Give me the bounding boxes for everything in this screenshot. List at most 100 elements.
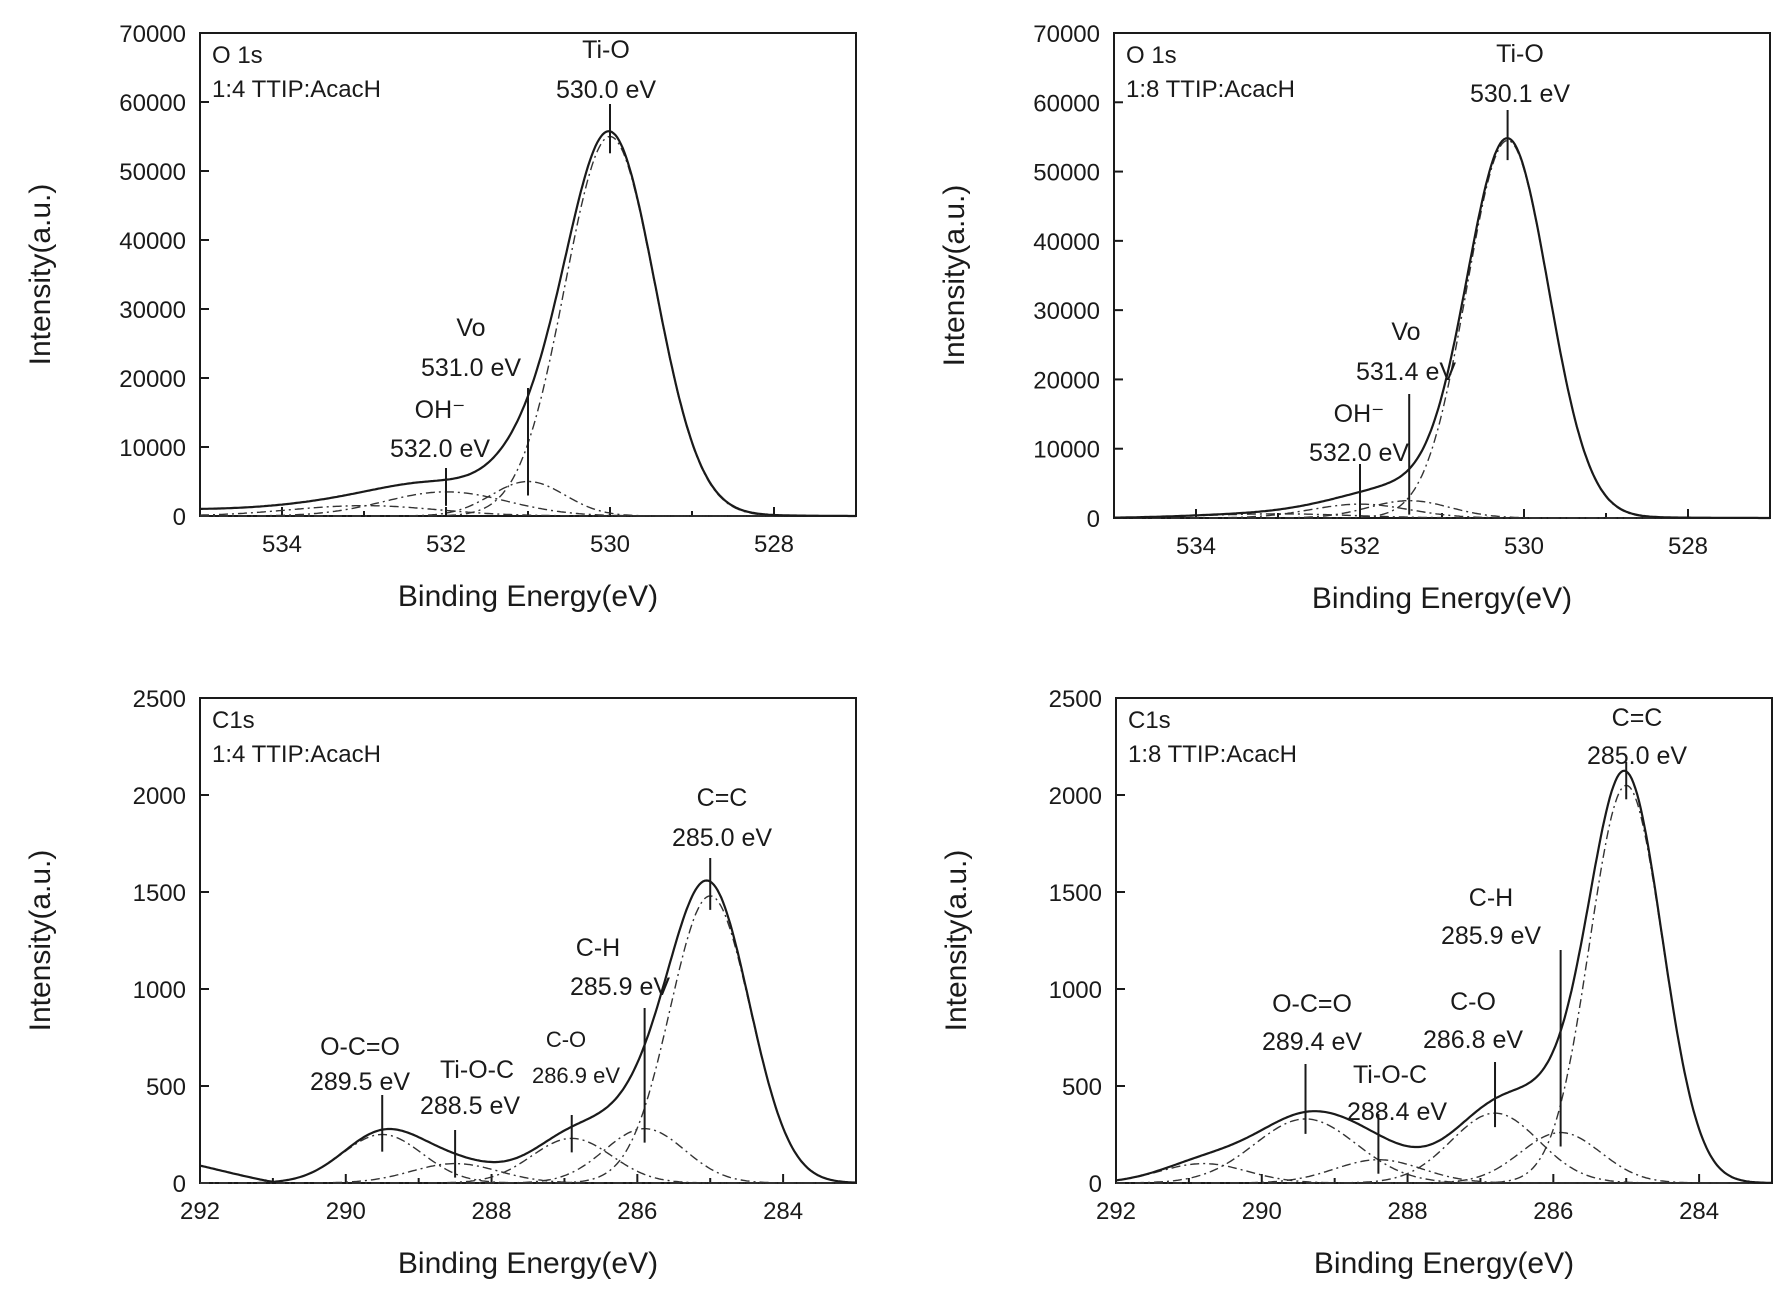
peak-name-label: Ti-O-C xyxy=(1353,1061,1427,1089)
peak-energy-label: 289.5 eV xyxy=(310,1068,410,1096)
component-curve-3 xyxy=(1116,1159,1772,1184)
x-tick-label: 284 xyxy=(763,1198,803,1225)
peak-energy-label: 530.1 eV xyxy=(1470,80,1570,108)
y-tick-label: 20000 xyxy=(119,366,186,393)
x-tick-label: 292 xyxy=(1096,1198,1136,1225)
x-tick-label: 288 xyxy=(1388,1198,1428,1225)
peak-energy-label: 285.9 eV xyxy=(1441,922,1541,950)
y-tick-label: 1500 xyxy=(1049,880,1102,907)
y-tick-label: 10000 xyxy=(1033,437,1100,464)
x-tick-label: 286 xyxy=(1533,1198,1573,1225)
y-axis-label: Intensity(a.u.) xyxy=(24,184,57,366)
peak-energy-label: 285.9 eV xyxy=(570,973,670,1001)
panel-subtitle: 1:4 TTIP:AcacH xyxy=(212,76,381,103)
y-tick-label: 20000 xyxy=(1033,367,1100,394)
component-curve-2 xyxy=(1114,503,1770,519)
panel-2: 534 532 530 528 0 10000 20000 30000 40000 50000 60… xyxy=(938,21,1771,615)
panel-subtitle: 1:4 TTIP:AcacH xyxy=(212,741,381,768)
peak-energy-label: 288.4 eV xyxy=(1347,1098,1447,1126)
extra-component-curve xyxy=(1115,1162,1772,1184)
y-tick-label: 0 xyxy=(1087,506,1100,533)
y-axis-label: Intensity(a.u.) xyxy=(938,185,971,367)
peak-energy-label: 285.0 eV xyxy=(1587,742,1687,770)
y-tick-label: 30000 xyxy=(1033,298,1100,325)
y-tick-label: 50000 xyxy=(1033,160,1100,187)
x-tick-label: 286 xyxy=(617,1198,657,1225)
panel-title: C1s xyxy=(1128,707,1171,734)
y-axis-label: Intensity(a.u.) xyxy=(24,850,57,1032)
plot-frame xyxy=(199,697,857,1184)
panel-1: 534 532 530 528 0 10000 20000 30000 40000 50000 60… xyxy=(24,21,857,613)
peak-name-label: C-H xyxy=(1469,884,1513,912)
y-tick-label: 1500 xyxy=(133,880,186,907)
peak-energy-label: 288.5 eV xyxy=(420,1092,520,1120)
x-tick-label: 532 xyxy=(1340,533,1380,560)
peak-name-label: C-H xyxy=(576,934,620,962)
panel-title: C1s xyxy=(212,707,255,734)
x-axis-label: Binding Energy(eV) xyxy=(1314,1247,1574,1280)
y-tick-label: 50000 xyxy=(119,159,186,186)
x-tick-label: 530 xyxy=(590,531,630,558)
peak-name-label: Ti-O xyxy=(582,36,630,64)
x-tick-label: 530 xyxy=(1504,533,1544,560)
plot-frame xyxy=(1113,32,1771,519)
y-tick-label: 60000 xyxy=(1033,90,1100,117)
peak-energy-label: 289.4 eV xyxy=(1262,1028,1362,1056)
envelope-curve xyxy=(1114,136,1770,520)
y-tick-label: 0 xyxy=(173,1171,186,1198)
y-tick-label: 60000 xyxy=(119,90,186,117)
y-tick-label: 500 xyxy=(1062,1074,1102,1101)
peak-energy-label: 530.0 eV xyxy=(556,76,656,104)
panel-4: 292 290 288 286 284 0 500 1000 1500 2000 2500 Bindi… xyxy=(940,686,1773,1280)
envelope-curve xyxy=(1115,769,1773,1184)
y-tick-label: 1000 xyxy=(133,977,186,1004)
peak-energy-label: 532.0 eV xyxy=(1309,439,1409,467)
y-axis-label: Intensity(a.u.) xyxy=(940,850,973,1032)
x-tick-label: 528 xyxy=(754,531,794,558)
envelope-curve xyxy=(199,879,857,1184)
peak-name-label: Ti-O xyxy=(1496,40,1544,68)
y-tick-label: 500 xyxy=(146,1074,186,1101)
y-tick-label: 1000 xyxy=(1049,977,1102,1004)
peak-energy-label: 532.0 eV xyxy=(390,435,490,463)
panel-3: 292 290 288 286 284 0 500 1000 1500 2000 2500 Bindi… xyxy=(24,686,857,1280)
component-curve-0 xyxy=(1114,139,1770,519)
component-curve-4 xyxy=(200,1133,856,1184)
peak-name-label: OH⁻ xyxy=(1334,400,1385,428)
peak-name-label: C-O xyxy=(546,1027,586,1052)
peak-name-label: Vo xyxy=(1391,318,1420,346)
y-tick-label: 70000 xyxy=(119,21,186,48)
component-curve-1 xyxy=(200,1128,856,1184)
y-tick-label: 40000 xyxy=(119,228,186,255)
component-curve-2 xyxy=(200,1137,856,1184)
component-curve-2 xyxy=(200,491,856,517)
extra-component-curve xyxy=(200,504,856,517)
peak-energy-label: 286.9 eV xyxy=(532,1063,620,1088)
y-tick-label: 40000 xyxy=(1033,229,1100,256)
peak-name-label: O-C=O xyxy=(320,1033,400,1061)
x-tick-label: 288 xyxy=(472,1198,512,1225)
y-tick-label: 0 xyxy=(1089,1171,1102,1198)
x-tick-label: 534 xyxy=(262,531,302,558)
x-axis-label: Binding Energy(eV) xyxy=(1312,582,1572,615)
x-tick-label: 292 xyxy=(180,1198,220,1225)
peak-name-label: C=C xyxy=(1612,704,1663,732)
y-tick-label: 70000 xyxy=(1033,21,1100,48)
x-axis-label: Binding Energy(eV) xyxy=(398,1247,658,1280)
x-tick-label: 528 xyxy=(1668,533,1708,560)
peak-energy-label: 531.4 eV xyxy=(1356,358,1456,386)
component-curve-3 xyxy=(200,1162,856,1184)
peak-energy-label: 286.8 eV xyxy=(1423,1026,1523,1054)
x-tick-label: 290 xyxy=(1242,1198,1282,1225)
peak-name-label: Ti-O-C xyxy=(440,1056,514,1084)
x-axis-label: Binding Energy(eV) xyxy=(398,580,658,613)
peak-name-label: C-O xyxy=(1450,988,1496,1016)
panel-title: O 1s xyxy=(212,42,263,69)
x-tick-label: 290 xyxy=(326,1198,366,1225)
peak-name-label: O-C=O xyxy=(1272,990,1352,1018)
y-tick-label: 2000 xyxy=(133,783,186,810)
peak-name-label: Vo xyxy=(456,314,485,342)
y-tick-label: 10000 xyxy=(119,435,186,462)
x-tick-label: 284 xyxy=(1679,1198,1719,1225)
